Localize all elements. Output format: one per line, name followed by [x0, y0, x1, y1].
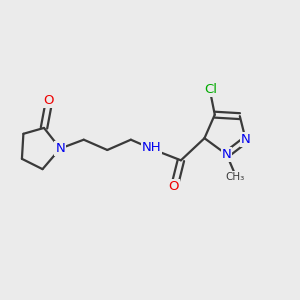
Text: N: N — [241, 133, 250, 146]
Text: CH₃: CH₃ — [226, 172, 245, 182]
Text: Cl: Cl — [204, 83, 217, 96]
Text: O: O — [43, 94, 54, 107]
Text: O: O — [168, 180, 179, 193]
Text: N: N — [55, 142, 65, 155]
Text: N: N — [222, 148, 231, 161]
Text: NH: NH — [142, 141, 161, 154]
